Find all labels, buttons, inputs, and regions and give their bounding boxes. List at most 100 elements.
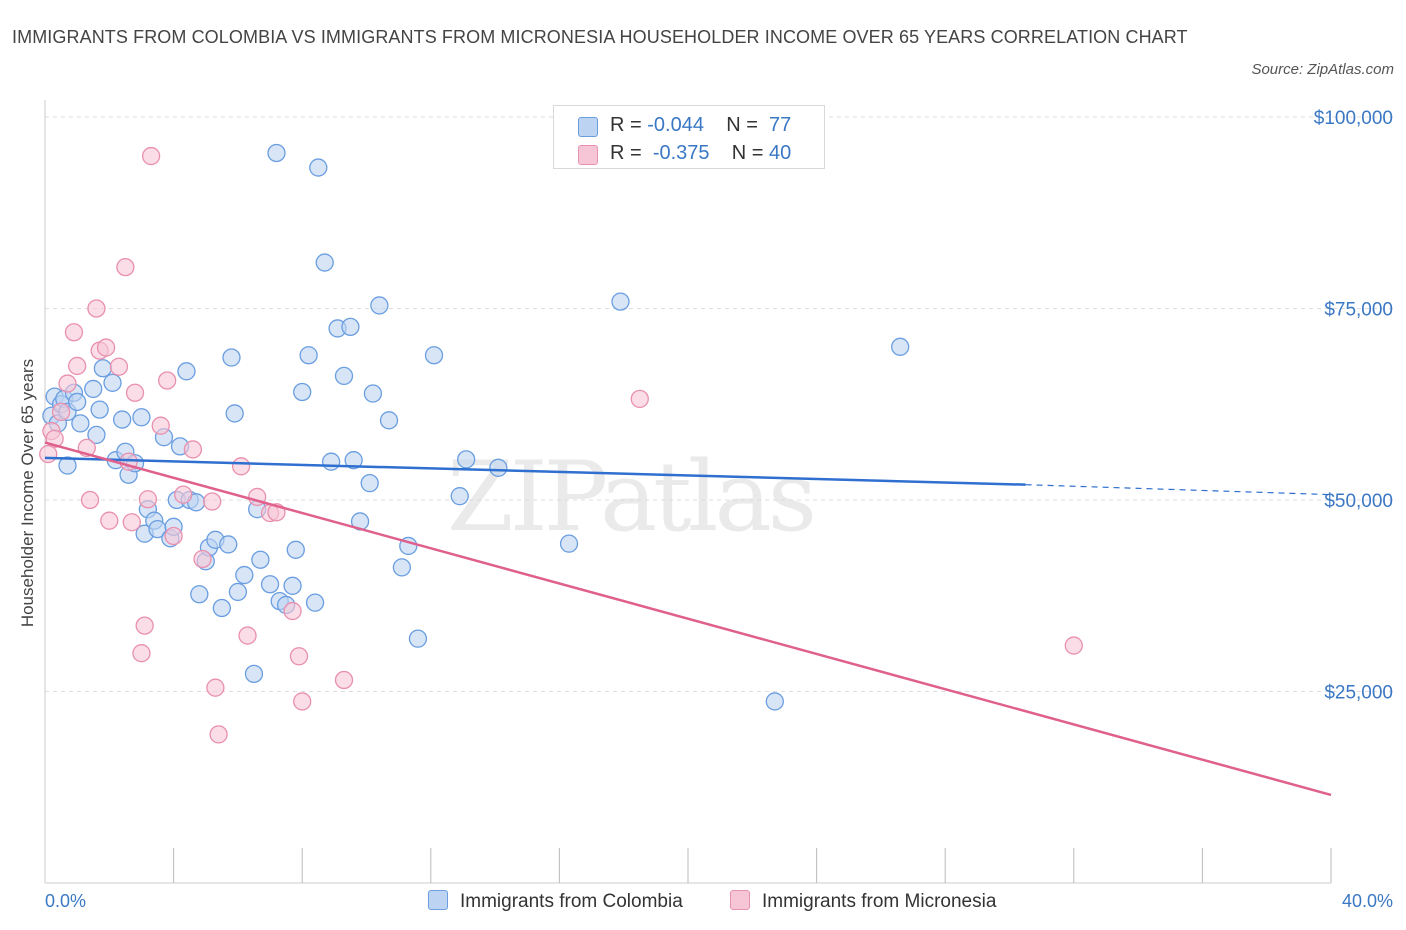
micronesia-point xyxy=(238,626,257,645)
colombia-point xyxy=(244,664,264,684)
colombia-point xyxy=(408,629,428,648)
colombia-point xyxy=(309,158,328,177)
x-tick-label-max: 40.0% xyxy=(1342,891,1393,911)
micronesia-point xyxy=(68,356,87,376)
x-ticks xyxy=(173,848,1332,883)
colombia-point xyxy=(113,410,132,429)
colombia-point xyxy=(424,346,444,365)
colombia-point xyxy=(283,576,302,595)
colombia-point xyxy=(559,534,579,553)
micronesia-point xyxy=(100,511,119,530)
micronesia-point xyxy=(151,416,170,435)
source-label: Source: ZipAtlas.com xyxy=(1251,61,1394,78)
micronesia-point xyxy=(122,513,141,532)
colombia-point xyxy=(379,411,399,430)
colombia-point xyxy=(321,452,341,471)
n-label: N = xyxy=(731,142,764,164)
colombia-point xyxy=(891,337,910,356)
micronesia-point xyxy=(96,338,116,357)
legend-item-micronesia: Immigrants from Micronesia xyxy=(730,890,996,913)
colombia-point xyxy=(235,565,254,585)
colombia-point xyxy=(489,458,508,477)
colombia-point xyxy=(103,373,122,392)
colombia-point xyxy=(177,362,196,381)
colombia-point xyxy=(219,535,238,554)
colombia-point xyxy=(93,359,113,378)
micronesia-point xyxy=(158,371,177,390)
micronesia-point xyxy=(39,444,58,464)
colombia-point xyxy=(212,598,231,618)
legend-label: Immigrants from Micronesia xyxy=(762,891,997,912)
micronesia-point xyxy=(116,257,135,277)
colombia-trend-line xyxy=(44,456,1026,486)
chart-title: IMMIGRANTS FROM COLOMBIA VS IMMIGRANTS F… xyxy=(12,27,1188,47)
micronesia-point xyxy=(334,670,354,690)
colombia-point xyxy=(132,408,151,427)
colombia-point xyxy=(190,585,209,604)
series-colombia xyxy=(42,143,910,711)
colombia-point xyxy=(71,414,90,433)
micronesia-point xyxy=(58,374,77,393)
colombia-swatch xyxy=(578,117,598,137)
micronesia-point xyxy=(51,402,71,422)
colombia-point xyxy=(58,456,77,475)
colombia-point xyxy=(344,451,363,470)
colombia-point xyxy=(450,487,469,506)
micronesia-point xyxy=(206,678,225,697)
legend-item-colombia: Immigrants from Colombia xyxy=(428,890,683,913)
colombia-point xyxy=(87,425,106,445)
x-tick-label-min: 0.0% xyxy=(45,891,86,911)
micronesia-point xyxy=(87,299,106,318)
colombia-point xyxy=(286,540,305,559)
micronesia-point xyxy=(174,485,193,504)
colombia-point xyxy=(228,582,248,602)
r-value: -0.044 xyxy=(647,114,704,136)
y-tick-label: $50,000 xyxy=(1324,491,1393,512)
micronesia-point xyxy=(125,383,145,402)
colombia-point xyxy=(341,317,360,337)
colombia-point xyxy=(267,143,286,163)
n-value: 77 xyxy=(769,114,792,136)
n-label: N = xyxy=(726,114,758,136)
stats-legend: R = -0.044 N = 77 R = -0.375 N = 40 xyxy=(553,105,825,169)
series-micronesia xyxy=(39,146,1083,744)
colombia-point xyxy=(299,346,318,365)
colombia-point xyxy=(457,450,476,469)
micronesia-point xyxy=(630,389,649,409)
y-tick-labels: $25,000 $50,000 $75,000 $100,000 xyxy=(1314,108,1393,704)
micronesia-point xyxy=(132,644,151,663)
micronesia-point xyxy=(135,616,154,635)
micronesia-point xyxy=(209,725,228,744)
colombia-point xyxy=(251,550,270,569)
colombia-point xyxy=(392,558,412,577)
colombia-point xyxy=(225,404,244,423)
micronesia-trend-line xyxy=(44,441,1332,797)
micronesia-point xyxy=(289,647,309,666)
y-tick-label: $100,000 xyxy=(1314,108,1393,129)
micronesia-point xyxy=(193,549,212,569)
colombia-point xyxy=(370,296,389,315)
micronesia-point xyxy=(164,526,183,546)
colombia-point xyxy=(360,473,379,493)
r-label: R = xyxy=(610,114,642,136)
colombia-point xyxy=(765,692,784,711)
colombia-point xyxy=(305,593,325,612)
micronesia-point xyxy=(293,692,312,711)
colombia-point xyxy=(293,382,312,402)
r-label: R = xyxy=(610,142,642,164)
colombia-point xyxy=(611,292,630,311)
colombia-point xyxy=(260,575,280,594)
colombia-trend-extension xyxy=(1025,484,1332,496)
trend-lines xyxy=(44,441,1332,797)
micronesia-point xyxy=(64,323,84,342)
colombia-point xyxy=(315,253,334,272)
micronesia-point xyxy=(203,492,222,511)
y-tick-label: $75,000 xyxy=(1324,300,1393,321)
micronesia-swatch xyxy=(578,145,598,165)
micronesia-point xyxy=(283,601,302,621)
micronesia-point xyxy=(183,440,203,459)
colombia-point xyxy=(334,366,354,386)
micronesia-point xyxy=(80,490,100,510)
gridlines xyxy=(45,116,1393,692)
